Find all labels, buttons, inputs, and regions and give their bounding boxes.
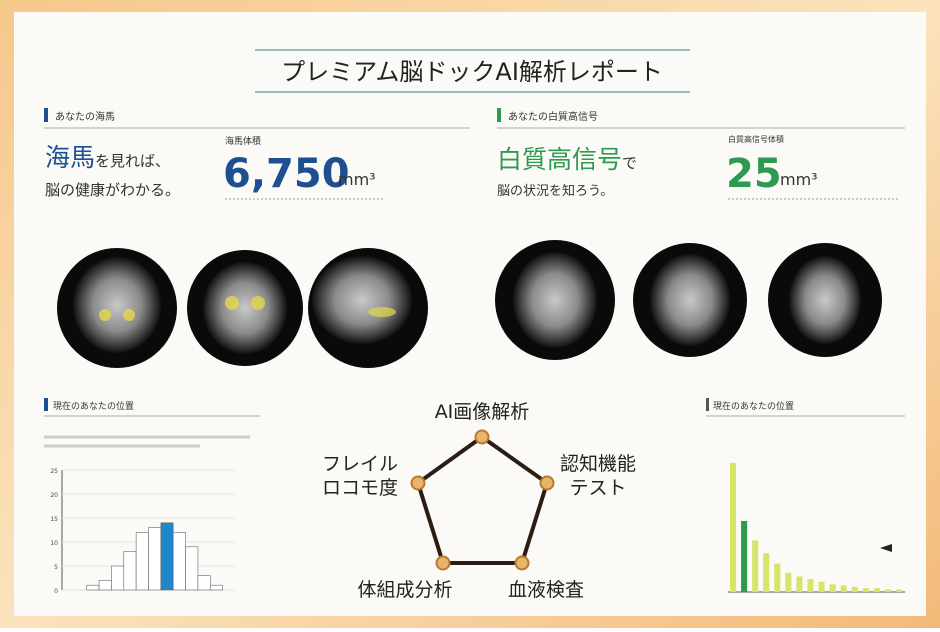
node	[412, 477, 425, 490]
bar	[841, 586, 847, 592]
scan-marker	[99, 309, 111, 321]
histogram-bar	[161, 523, 173, 590]
section-title: 現在のあなたの位置	[713, 400, 794, 412]
bar	[819, 582, 825, 592]
bar	[730, 463, 736, 592]
title: プレミアム脳ドックAI解析レポート	[281, 58, 663, 86]
section-marker	[706, 398, 709, 411]
report: プレミアム脳ドックAI解析レポート あなたの海馬 海馬を見れば、 脳の健康がわか…	[0, 0, 940, 628]
bar	[874, 588, 880, 592]
bar	[774, 564, 780, 592]
histogram-bar	[173, 532, 185, 590]
section-marker	[44, 398, 48, 411]
section-title: 現在のあなたの位置	[53, 400, 134, 412]
tagline-highlight: 白質高信号	[497, 145, 622, 174]
node-label: 体組成分析	[357, 579, 452, 601]
tagline-line: 脳の状況を知ろう。	[497, 183, 613, 199]
bar	[763, 553, 769, 592]
scan	[650, 254, 730, 346]
tagline-line: 脳の健康がわかる。	[45, 181, 180, 199]
section-title: あなたの海馬	[55, 110, 115, 123]
measure-unit: mm³	[780, 170, 818, 189]
scan	[73, 257, 161, 353]
tagline: 白質高信号で	[497, 145, 637, 174]
bar	[741, 521, 747, 592]
node	[541, 477, 554, 490]
tagline-rest: で	[622, 154, 637, 172]
scan-marker	[123, 309, 135, 321]
bar	[852, 587, 858, 592]
y-tick-label: 5	[54, 564, 58, 571]
node	[516, 557, 529, 570]
y-tick-label: 15	[50, 516, 58, 523]
histogram-bar	[198, 576, 210, 590]
node	[476, 431, 489, 444]
bar	[752, 540, 758, 592]
page: {"header": {"title": "プレミアム脳ドックAI解析レポート"…	[0, 0, 940, 628]
bar	[785, 573, 791, 592]
bar	[796, 577, 802, 592]
y-tick-label: 0	[54, 588, 58, 595]
scan	[312, 256, 412, 344]
histogram-bar	[111, 566, 123, 590]
scan	[203, 262, 287, 354]
node-label: ロコモ度	[322, 477, 398, 499]
scan	[789, 256, 861, 344]
node-label: テスト	[569, 477, 626, 499]
measure-value: 25	[726, 151, 782, 197]
y-tick-label: 20	[50, 492, 58, 499]
y-tick-label: 25	[50, 468, 58, 475]
tagline-highlight: 海馬	[45, 143, 95, 172]
histogram-bar	[136, 532, 148, 590]
y-tick-label: 10	[50, 540, 58, 547]
bar	[807, 579, 813, 592]
tagline-rest: を見れば、	[95, 152, 170, 170]
histogram-bar	[186, 547, 198, 590]
bar	[896, 589, 902, 592]
measure-label: 白質高信号体積	[728, 134, 784, 144]
node-label: 血液検査	[508, 579, 584, 601]
bar	[863, 588, 869, 592]
bar	[830, 584, 836, 592]
histogram-bar	[99, 580, 111, 590]
node	[437, 557, 450, 570]
measure-label: 海馬体積	[225, 135, 261, 147]
bar	[885, 589, 891, 592]
measure-unit: mm³	[338, 170, 376, 189]
scan-marker	[225, 296, 239, 310]
node-label: AI画像解析	[435, 401, 530, 423]
scan-marker	[368, 307, 396, 317]
section-marker	[44, 108, 48, 122]
histogram-bar	[210, 585, 222, 590]
section-title: あなたの白質高信号	[508, 110, 598, 123]
histogram-bar	[124, 552, 136, 590]
node-label: フレイル	[322, 453, 398, 475]
scan-marker	[251, 296, 265, 310]
node-label: 認知機能	[560, 453, 636, 475]
histogram-bar	[87, 585, 99, 590]
histogram-bar	[149, 528, 161, 590]
scan	[513, 252, 597, 348]
measure-value: 6,750	[223, 151, 350, 197]
section-marker	[497, 108, 501, 122]
